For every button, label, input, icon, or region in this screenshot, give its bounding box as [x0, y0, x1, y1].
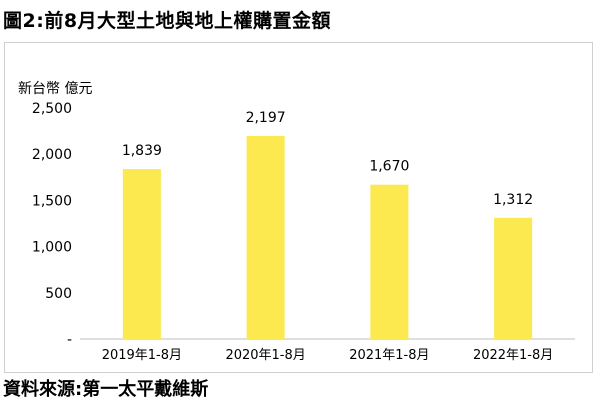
- y-tick-label: 1,500: [32, 193, 72, 209]
- y-tick-label: 500: [45, 286, 72, 302]
- x-tick-label: 2021年1-8月: [349, 348, 429, 363]
- page-title: 圖2:前8月大型土地與地上權購置金額: [3, 10, 332, 32]
- bar: [370, 184, 409, 339]
- y-tick-label: 1,000: [32, 240, 72, 256]
- bar-value-label: 1,670: [369, 159, 409, 175]
- bar: [122, 169, 161, 339]
- bar-value-label: 1,312: [493, 192, 533, 208]
- chart-frame: [4, 42, 593, 373]
- y-tick-label: -: [67, 332, 72, 348]
- bar: [494, 217, 533, 339]
- x-tick-label: 2019年1-8月: [102, 348, 182, 363]
- bar: [246, 135, 285, 339]
- bar-value-label: 1,839: [122, 143, 162, 159]
- x-tick-label: 2020年1-8月: [225, 348, 305, 363]
- y-tick-label: 2,500: [32, 101, 72, 117]
- bar-value-label: 2,197: [246, 110, 286, 126]
- source-note: 資料來源:第一太平戴維斯: [3, 379, 209, 400]
- x-tick-label: 2022年1-8月: [473, 348, 553, 363]
- y-tick-label: 2,000: [32, 147, 72, 163]
- y-axis-unit-label: 新台幣 億元: [18, 81, 93, 97]
